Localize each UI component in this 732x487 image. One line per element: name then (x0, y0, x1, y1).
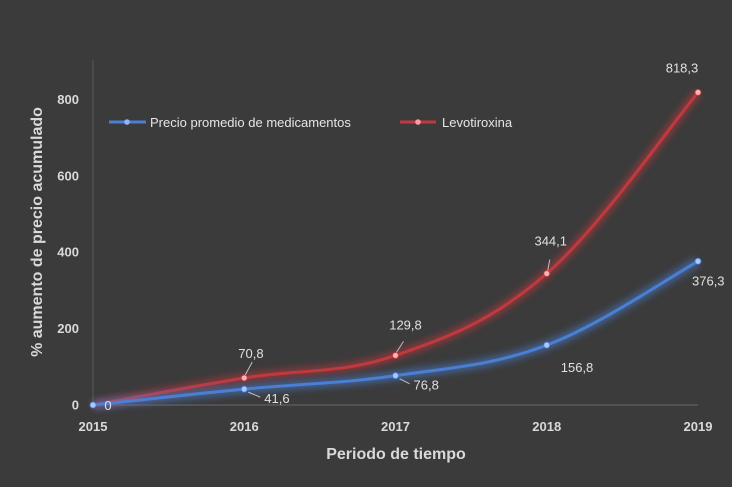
x-tick-label: 2019 (684, 419, 713, 434)
legend-label-precio-promedio: Precio promedio de medicamentos (150, 115, 351, 130)
y-tick-label: 800 (57, 92, 79, 107)
data-label: 156,8 (561, 360, 594, 375)
y-axis-title: % aumento de precio acumulado (29, 107, 46, 357)
data-label-leader (248, 391, 261, 398)
data-point (240, 385, 248, 393)
data-label: 344,1 (534, 234, 567, 249)
series-line (91, 259, 700, 407)
data-label: 41,6 (264, 391, 289, 406)
y-tick-label: 600 (57, 168, 79, 183)
series-precio-promedio (89, 257, 702, 410)
legend-marker-blue (124, 119, 130, 125)
x-tick-label: 2015 (79, 419, 108, 434)
data-label-leader (396, 341, 404, 353)
x-tick-labels: 2015 2016 2017 2018 2019 (79, 419, 713, 434)
data-labels-layer: 0 41,6 76,8 156,8 376,3 70,8 129,8 344,1 818,3 (104, 60, 724, 413)
legend-item-levotiroxina: Levotiroxina (400, 115, 513, 130)
series-line (91, 90, 700, 407)
series-layer (89, 89, 702, 410)
y-tick-label: 400 (57, 245, 79, 260)
x-tick-label: 2016 (230, 419, 259, 434)
data-label: 0 (104, 398, 111, 413)
series-levotiroxina (89, 89, 702, 410)
x-tick-label: 2017 (381, 419, 410, 434)
data-label: 70,8 (238, 346, 263, 361)
data-label-leader (399, 378, 410, 385)
data-point (240, 374, 248, 382)
data-label-leader (547, 259, 551, 271)
x-axis-title: Periodo de tiempo (326, 446, 466, 463)
legend-label-levotiroxina: Levotiroxina (442, 115, 513, 130)
data-point (392, 372, 399, 380)
x-tick-label: 2018 (532, 419, 561, 434)
data-label: 129,8 (389, 317, 422, 332)
data-point (89, 401, 97, 409)
series-glow (92, 257, 701, 410)
data-point (543, 341, 551, 349)
data-point (392, 352, 399, 359)
legend: Precio promedio de medicamentos Levotiro… (109, 115, 513, 130)
data-label: 818,3 (666, 60, 699, 75)
data-point (543, 270, 551, 277)
data-label: 76,8 (414, 378, 439, 393)
data-point (694, 89, 702, 96)
data-label-leader (244, 361, 253, 376)
y-tick-label: 0 (72, 398, 79, 413)
legend-item-precio-promedio: Precio promedio de medicamentos (109, 115, 351, 130)
legend-marker-red (415, 119, 421, 125)
y-tick-labels: 0 200 400 600 800 (57, 92, 79, 413)
data-label: 376,3 (692, 273, 725, 288)
data-point (694, 257, 702, 265)
y-tick-label: 200 (57, 321, 79, 336)
